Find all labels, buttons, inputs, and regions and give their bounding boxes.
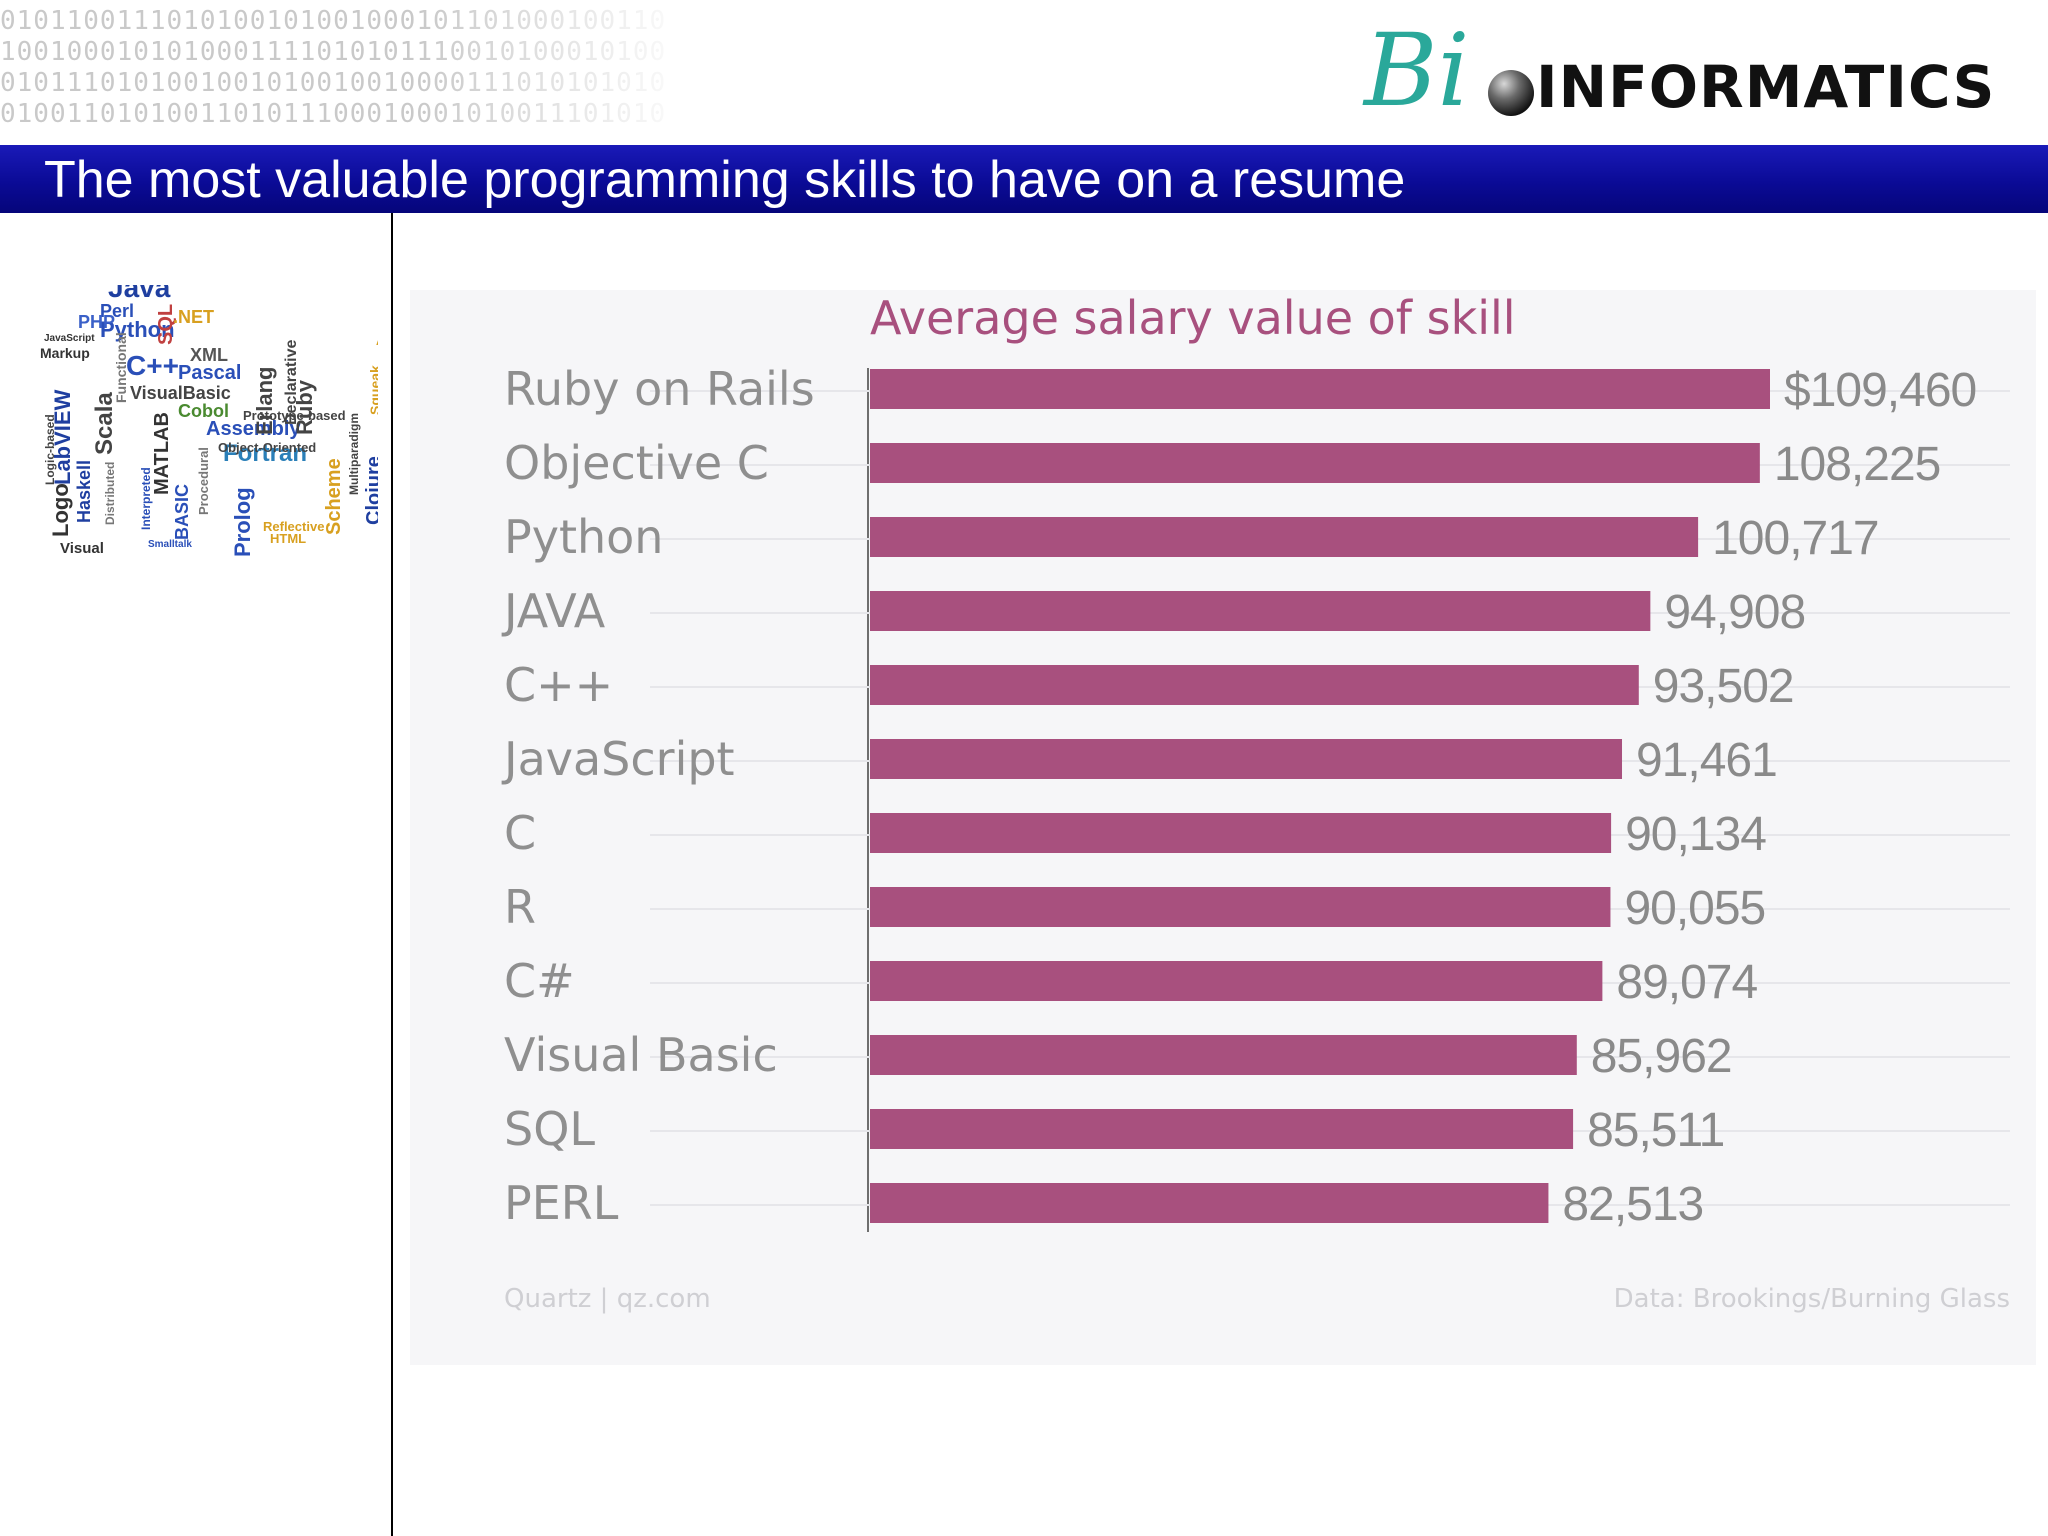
vertical-divider (391, 213, 393, 1536)
value-label: 108,225 (1774, 438, 1941, 491)
bar (870, 591, 1651, 631)
bar (870, 1109, 1574, 1149)
word-cloud-word: Reflective (263, 519, 324, 534)
word-cloud-word: Squeak (367, 365, 378, 415)
logo-ball-icon (1488, 70, 1534, 116)
binary-header-decoration: 0101100111010100101001000101101000100110… (0, 6, 700, 136)
word-cloud-word: Python (100, 317, 175, 342)
source-left: Quartz | qz.com (504, 1284, 711, 1314)
word-cloud-word: C++ (126, 350, 179, 381)
bar (870, 1035, 1577, 1075)
word-cloud-word: JavaScript (44, 333, 95, 344)
word-cloud-word: Smalltalk (148, 539, 192, 550)
chart-title: Average salary value of skill (870, 291, 1516, 345)
logo-bi-text: Bi (1364, 12, 1470, 129)
category-label: JAVA (501, 584, 606, 638)
word-cloud-word: Declarative (283, 340, 300, 425)
bar (870, 1183, 1549, 1223)
word-cloud-word: LabVIEW (50, 389, 75, 485)
title-bar: The most valuable programming skills to … (0, 145, 2048, 213)
binary-line: 1001000101010001111010101110010100010100 (0, 37, 667, 67)
word-cloud-word: Interpreted (139, 467, 153, 530)
value-label: 90,134 (1625, 808, 1766, 861)
value-label: 91,461 (1636, 734, 1777, 787)
word-cloud-word: Logo (48, 483, 73, 537)
word-cloud-word: Prolog (230, 487, 255, 557)
value-label: 89,074 (1616, 956, 1757, 1009)
bioinformatics-logo: Bi INFORMATICS (1360, 16, 2020, 132)
bar (870, 739, 1623, 779)
word-cloud-word: MATLAB (151, 412, 173, 495)
binary-line: 0101110101001001010010010000111010101010 (0, 68, 667, 98)
value-label: 82,513 (1562, 1178, 1703, 1231)
word-cloud-word: Ruby (292, 379, 317, 435)
bar (870, 369, 1770, 409)
word-cloud-word: SQL (155, 304, 177, 345)
category-label: PERL (504, 1176, 619, 1230)
slide-title: The most valuable programming skills to … (44, 151, 1406, 209)
word-cloud-word: Visual (60, 540, 104, 557)
word-cloud-word: Markup (40, 345, 90, 361)
bar (870, 887, 1611, 927)
category-label: Python (504, 510, 663, 564)
value-label: 85,962 (1591, 1030, 1732, 1083)
value-label: 100,717 (1712, 512, 1879, 565)
bar (870, 665, 1639, 705)
bar (870, 813, 1612, 853)
value-label: 93,502 (1653, 660, 1794, 713)
word-cloud-word: Scala (91, 392, 118, 455)
word-cloud-word: Ada (376, 334, 378, 348)
bar (870, 443, 1760, 483)
word-cloud-word: HTML (270, 531, 306, 546)
word-cloud-word: .NET (173, 307, 214, 327)
category-label: C++ (504, 658, 613, 712)
word-cloud-word: VisualBasic (130, 383, 231, 403)
logo-word: INFORMATICS (1536, 53, 1996, 121)
category-label: SQL (504, 1102, 595, 1156)
word-cloud-word: Pascal (178, 362, 241, 384)
word-cloud-word: Object-Oriented (218, 440, 316, 455)
word-cloud-word: Haskell (74, 460, 94, 523)
word-cloud-word: Fortran (223, 440, 307, 467)
word-cloud-word: XML (190, 345, 228, 365)
word-cloud-word: Distributed (103, 462, 117, 525)
word-cloud-word: Clojure (363, 456, 378, 525)
word-cloud-word: Prototype-based (243, 408, 346, 423)
word-cloud-word: Erlang (252, 367, 277, 435)
word-cloud-word: Java (108, 285, 171, 303)
value-label: 94,908 (1664, 586, 1805, 639)
value-label: 90,055 (1624, 882, 1765, 935)
salary-chart-panel: Average salary value of skill Ruby on Rai… (410, 290, 2036, 1365)
binary-line: 0100110101001101011100010001010011101010 (0, 99, 667, 129)
word-cloud-word: PHP (78, 312, 115, 332)
category-label: Objective C (504, 436, 769, 490)
category-label: R (504, 880, 536, 934)
word-cloud-word: Cobol (178, 401, 229, 421)
word-cloud-word: Perl (100, 301, 134, 321)
category-label: Ruby on Rails (504, 362, 815, 416)
category-label: JavaScript (501, 732, 735, 786)
source-right: Data: Brookings/Burning Glass (1614, 1284, 2010, 1314)
word-cloud-word: Scheme (323, 458, 345, 535)
bar (870, 517, 1699, 557)
word-cloud-word: Functional (113, 332, 129, 403)
category-label: C# (504, 954, 575, 1008)
category-label: C (504, 806, 536, 860)
salary-bar-chart: Average salary value of skill Ruby on Rai… (501, 291, 2010, 1314)
bar (870, 961, 1603, 1001)
category-label: Visual Basic (504, 1028, 778, 1082)
value-label: 85,511 (1587, 1104, 1724, 1157)
word-cloud-word: Procedural (196, 447, 211, 515)
binary-line: 0101100111010100101001000101101000100110 (0, 6, 667, 36)
word-cloud-word: Assembly (206, 418, 301, 440)
word-cloud-word: Multiparadigm (347, 413, 361, 495)
word-cloud-word: BASIC (172, 484, 192, 540)
word-cloud-word: Logic-based (43, 414, 57, 485)
value-label: $109,460 (1784, 364, 1976, 417)
